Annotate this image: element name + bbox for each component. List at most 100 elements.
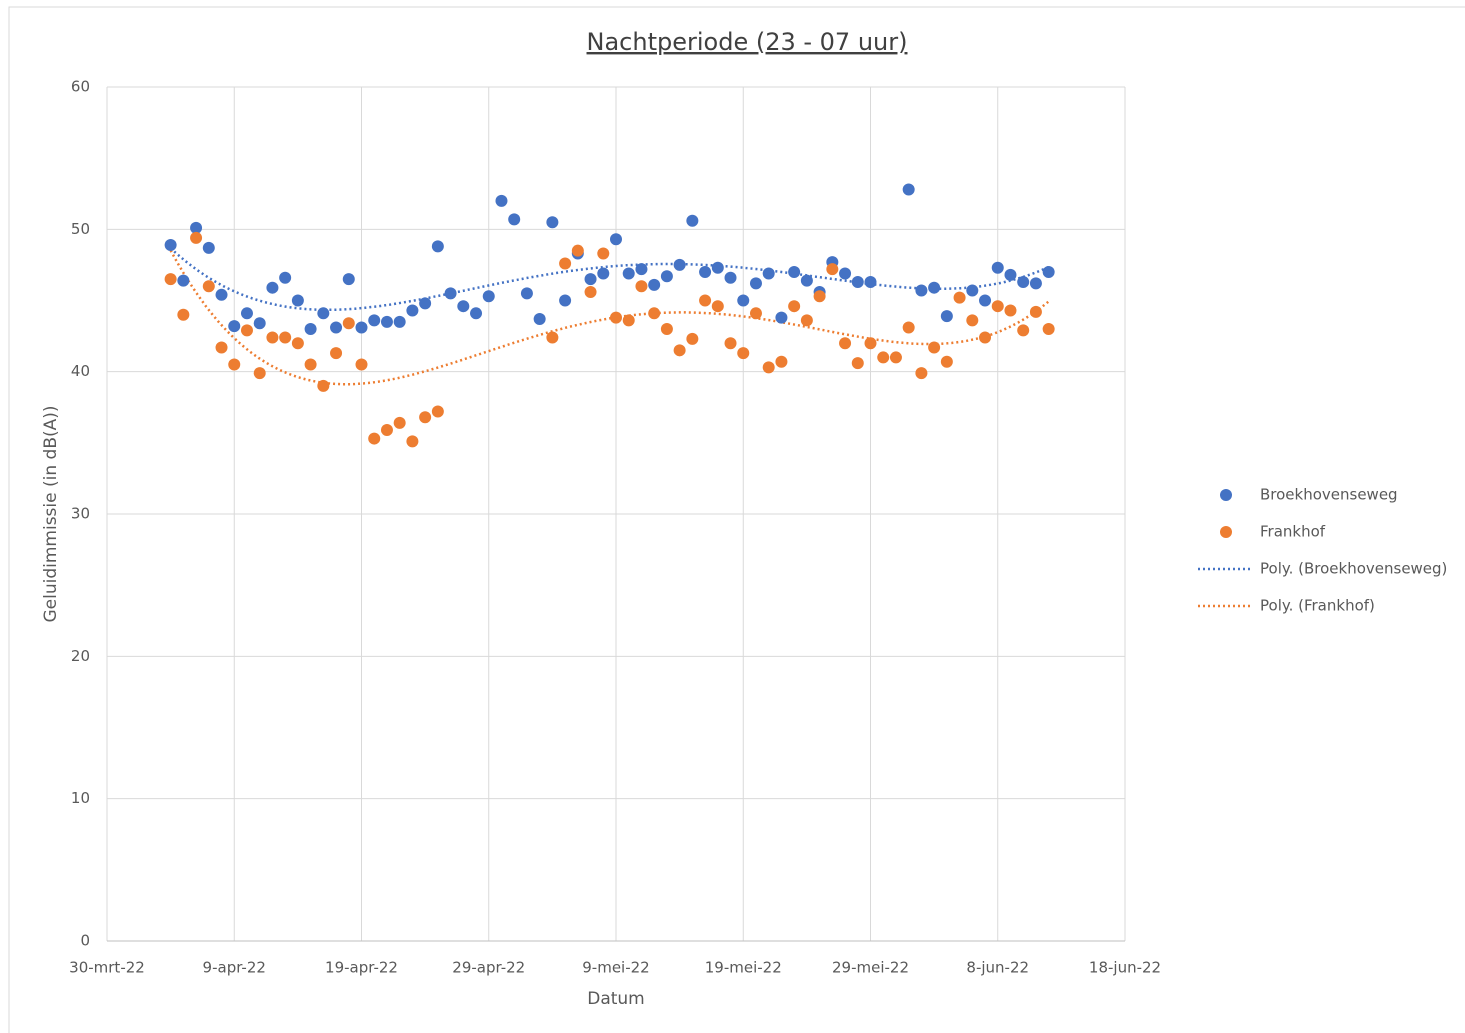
- scatter-point: [279, 271, 292, 284]
- scatter-point: [1017, 324, 1030, 337]
- scatter-point: [406, 435, 419, 448]
- scatter-point: [253, 367, 266, 380]
- scatter-point: [330, 347, 343, 360]
- scatter-point: [470, 307, 483, 320]
- scatter-point: [279, 331, 292, 344]
- scatter-point: [304, 358, 317, 371]
- scatter-point: [355, 321, 368, 334]
- y-tick-label: 40: [71, 362, 90, 380]
- scatter-point: [686, 332, 699, 345]
- scatter-point: [724, 271, 737, 284]
- scatter-point: [508, 213, 521, 226]
- scatter-point: [686, 214, 699, 227]
- scatter-point: [317, 379, 330, 392]
- scatter-point: [839, 337, 852, 350]
- scatter-point: [928, 341, 941, 354]
- scatter-point: [495, 194, 508, 207]
- scatter-point: [317, 307, 330, 320]
- scatter-point: [304, 322, 317, 335]
- scatter-point: [177, 274, 190, 287]
- scatter-point: [215, 341, 228, 354]
- scatter-point: [1029, 277, 1042, 290]
- scatter-point: [253, 317, 266, 330]
- x-tick-label: 29-apr-22: [452, 959, 525, 977]
- scatter-point: [800, 314, 813, 327]
- scatter-point: [291, 337, 304, 350]
- scatter-point: [1029, 305, 1042, 318]
- scatter-point: [991, 300, 1004, 313]
- scatter-point: [597, 267, 610, 280]
- scatter-point: [444, 287, 457, 300]
- y-tick-label: 50: [71, 220, 90, 238]
- scatter-point: [393, 416, 406, 429]
- scatter-point: [749, 277, 762, 290]
- trendline: [169, 249, 1050, 386]
- scatter-point: [190, 231, 203, 244]
- scatter-point: [380, 315, 393, 328]
- scatter-point: [673, 258, 686, 271]
- scatter-point: [584, 273, 597, 286]
- scatter-point: [737, 347, 750, 360]
- scatter-point: [546, 216, 559, 229]
- x-tick-label: 19-mei-22: [705, 959, 782, 977]
- x-tick-label: 8-jun-22: [966, 959, 1029, 977]
- scatter-point: [520, 287, 533, 300]
- scatter-point: [711, 261, 724, 274]
- scatter-point: [457, 300, 470, 313]
- scatter-point: [648, 307, 661, 320]
- chart-title: Nachtperiode (23 - 07 uur): [587, 28, 908, 56]
- scatter-point: [749, 307, 762, 320]
- scatter-point: [788, 300, 801, 313]
- scatter-point: [368, 432, 381, 445]
- scatter-point: [839, 267, 852, 280]
- scatter-point: [1042, 266, 1055, 279]
- scatter-point: [966, 284, 979, 297]
- scatter-point: [228, 358, 241, 371]
- scatter-point: [368, 314, 381, 327]
- scatter-point: [190, 221, 203, 234]
- scatter-point: [406, 304, 419, 317]
- scatter-point: [610, 233, 622, 246]
- scatter-point: [660, 270, 673, 283]
- scatter-point: [673, 344, 686, 357]
- x-axis-title: Datum: [587, 989, 645, 1009]
- scatter-point: [800, 274, 813, 287]
- scatter-point: [979, 294, 992, 307]
- scatter-point: [966, 314, 979, 327]
- scatter-point: [164, 273, 177, 286]
- scatter-point: [762, 267, 775, 280]
- scatter-point: [953, 291, 966, 304]
- scatter-point: [597, 247, 610, 260]
- scatter-point: [431, 405, 444, 418]
- y-tick-label: 10: [71, 789, 90, 807]
- scatter-point: [940, 310, 953, 323]
- scatter-point: [788, 266, 801, 279]
- scatter-point: [622, 314, 635, 327]
- scatter-point: [902, 321, 915, 334]
- scatter-point: [342, 273, 355, 286]
- scatter-point: [228, 320, 241, 333]
- scatter-point: [813, 290, 826, 303]
- scatter-point: [889, 351, 902, 364]
- scatter-point: [571, 244, 584, 257]
- x-tick-label: 18-jun-22: [1089, 959, 1161, 977]
- scatter-point: [915, 367, 928, 380]
- scatter-point: [902, 183, 915, 196]
- scatter-point: [533, 313, 546, 326]
- legend-label: Poly. (Broekhovenseweg): [1260, 560, 1447, 578]
- scatter-point: [711, 300, 724, 313]
- scatter-point: [699, 294, 712, 307]
- scatter-point: [584, 285, 597, 298]
- scatter-point: [928, 281, 941, 294]
- x-tick-label: 19-apr-22: [325, 959, 398, 977]
- legend-label: Broekhovenseweg: [1260, 486, 1398, 504]
- y-tick-label: 0: [80, 932, 90, 950]
- scatter-point: [648, 278, 661, 291]
- x-tick-label: 29-mei-22: [832, 959, 909, 977]
- scatter-point: [202, 280, 215, 293]
- x-tick-label: 9-mei-22: [582, 959, 649, 977]
- scatter-point: [431, 240, 444, 253]
- scatter-point: [177, 308, 190, 321]
- scatter-point: [979, 331, 992, 344]
